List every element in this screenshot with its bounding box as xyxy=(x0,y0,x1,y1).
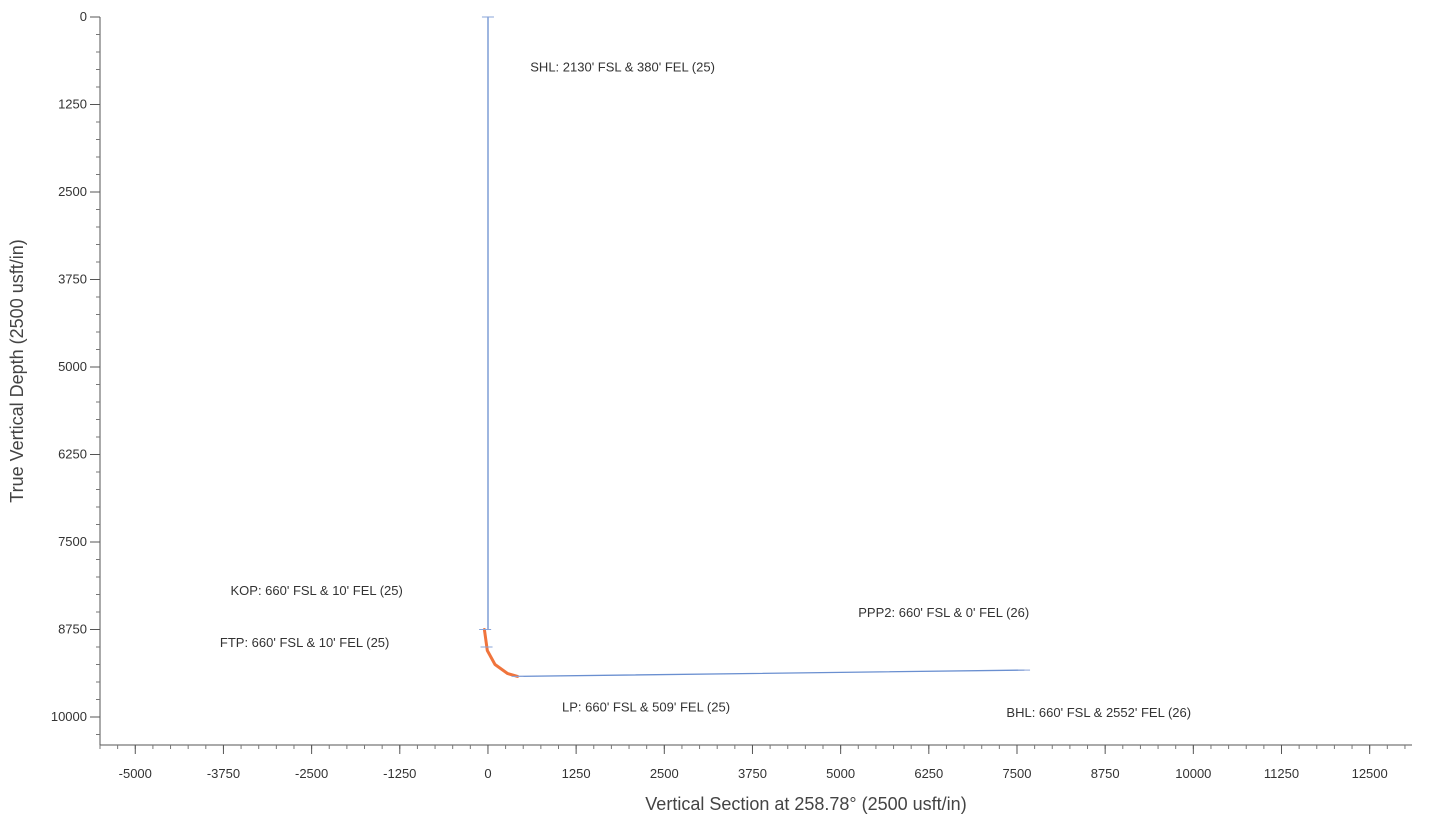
y-tick-label: 7500 xyxy=(58,534,87,549)
x-tick-label: 3750 xyxy=(738,766,767,781)
x-tick-label: 2500 xyxy=(650,766,679,781)
annotation-label: BHL: 660' FSL & 2552' FEL (26) xyxy=(1006,705,1191,720)
annotation-label: LP: 660' FSL & 509' FEL (25) xyxy=(562,699,730,714)
x-tick-label: -2500 xyxy=(295,766,328,781)
y-tick-label: 6250 xyxy=(58,447,87,462)
annotation-label: SHL: 2130' FSL & 380' FEL (25) xyxy=(530,60,715,75)
y-tick-label: 8750 xyxy=(58,622,87,637)
annotations-group: SHL: 2130' FSL & 380' FEL (25) KOP: 660' … xyxy=(220,60,1191,720)
x-tick-label: 10000 xyxy=(1175,766,1211,781)
y-tick-label: 1250 xyxy=(58,97,87,112)
x-tick-label: 1250 xyxy=(562,766,591,781)
y-tick-label: 0 xyxy=(80,9,87,24)
y-tick-label: 2500 xyxy=(58,184,87,199)
series-group xyxy=(479,16,1031,678)
x-tick-label: 0 xyxy=(484,766,491,781)
annotation-label: PPP2: 660' FSL & 0' FEL (26) xyxy=(858,605,1029,620)
x-axis-title: Vertical Section at 258.78° (2500 usft/i… xyxy=(645,794,966,814)
series-line-2 xyxy=(482,628,520,678)
axes: -5000 -3750 -2500 -1250 0 1250 2500 3750 5000 625… xyxy=(51,9,1412,781)
annotation-label: KOP: 660' FSL & 10' FEL (25) xyxy=(230,583,402,598)
x-tick-label: -5000 xyxy=(119,766,152,781)
annotation-label: FTP: 660' FSL & 10' FEL (25) xyxy=(220,635,389,650)
y-axis-title: True Vertical Depth (2500 usft/in) xyxy=(7,239,27,502)
x-tick-label: 7500 xyxy=(1003,766,1032,781)
x-tick-label: 12500 xyxy=(1352,766,1388,781)
x-tick-label: -3750 xyxy=(207,766,240,781)
y-tick-label: 3750 xyxy=(58,272,87,287)
y-tick-label: 10000 xyxy=(51,709,87,724)
series-line-3 xyxy=(516,669,1025,678)
x-tick-label: 11250 xyxy=(1264,766,1299,781)
x-tick-label: 8750 xyxy=(1091,766,1120,781)
x-tick-label: 6250 xyxy=(914,766,943,781)
x-tick-label: -1250 xyxy=(383,766,416,781)
x-tick-label: 5000 xyxy=(826,766,855,781)
y-tick-label: 5000 xyxy=(58,359,87,374)
